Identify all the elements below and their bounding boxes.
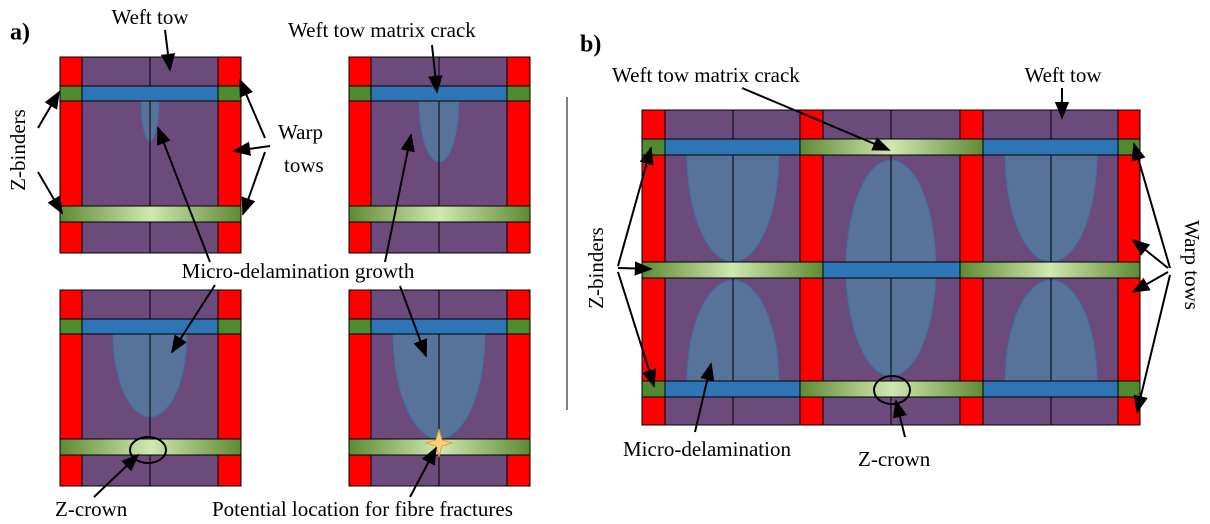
label: Micro-delamination (623, 437, 791, 461)
panel-label: b) (580, 32, 601, 58)
weft-crack (371, 319, 507, 334)
z-binder (349, 86, 371, 101)
label: Warp tows (1180, 220, 1204, 310)
z-binder (60, 206, 241, 222)
arrow (243, 152, 265, 214)
z-binder (218, 319, 241, 334)
z-binder (60, 439, 241, 455)
label: Z-binders (584, 227, 608, 309)
z-binder (507, 319, 530, 334)
label: Potential location for fibre fractures (212, 497, 513, 521)
z-binder (1118, 381, 1140, 397)
z-binder (349, 319, 371, 334)
weft-crack (82, 86, 218, 101)
z-binder (960, 262, 1140, 278)
label: Z-crown (55, 497, 128, 521)
weft-crack (665, 139, 800, 155)
z-binder (642, 262, 823, 278)
z-binder (349, 206, 530, 222)
label: tows (284, 153, 324, 177)
weft-crack (371, 86, 507, 101)
figure: a) Weft tow Weft tow matrix crack Z-bind… (0, 0, 1210, 524)
label: Weft tow (111, 5, 189, 29)
weft-crack (665, 381, 800, 397)
label: Micro-delamination growth (182, 259, 415, 283)
arrow (38, 92, 59, 128)
z-binder (218, 86, 241, 101)
z-binder (800, 381, 983, 397)
label: Weft tow matrix crack (612, 63, 800, 87)
z-binder (60, 319, 82, 334)
weft-crack (82, 319, 218, 334)
arrow (618, 268, 651, 269)
label: Z-crown (858, 447, 931, 471)
label: Warp (278, 120, 323, 144)
weft-crack (823, 262, 960, 278)
z-binder (642, 139, 665, 155)
arrow (240, 80, 265, 138)
label: Weft tow matrix crack (288, 18, 476, 42)
weft-crack (983, 139, 1118, 155)
z-binder (800, 139, 983, 155)
arrow (38, 172, 62, 213)
panel-label: a) (10, 20, 30, 46)
weft-crack (983, 381, 1118, 397)
label: Z-binders (6, 109, 30, 191)
z-binder (60, 86, 82, 101)
arrow (1137, 275, 1170, 412)
label: Weft tow (1024, 63, 1102, 87)
z-binder (507, 86, 530, 101)
